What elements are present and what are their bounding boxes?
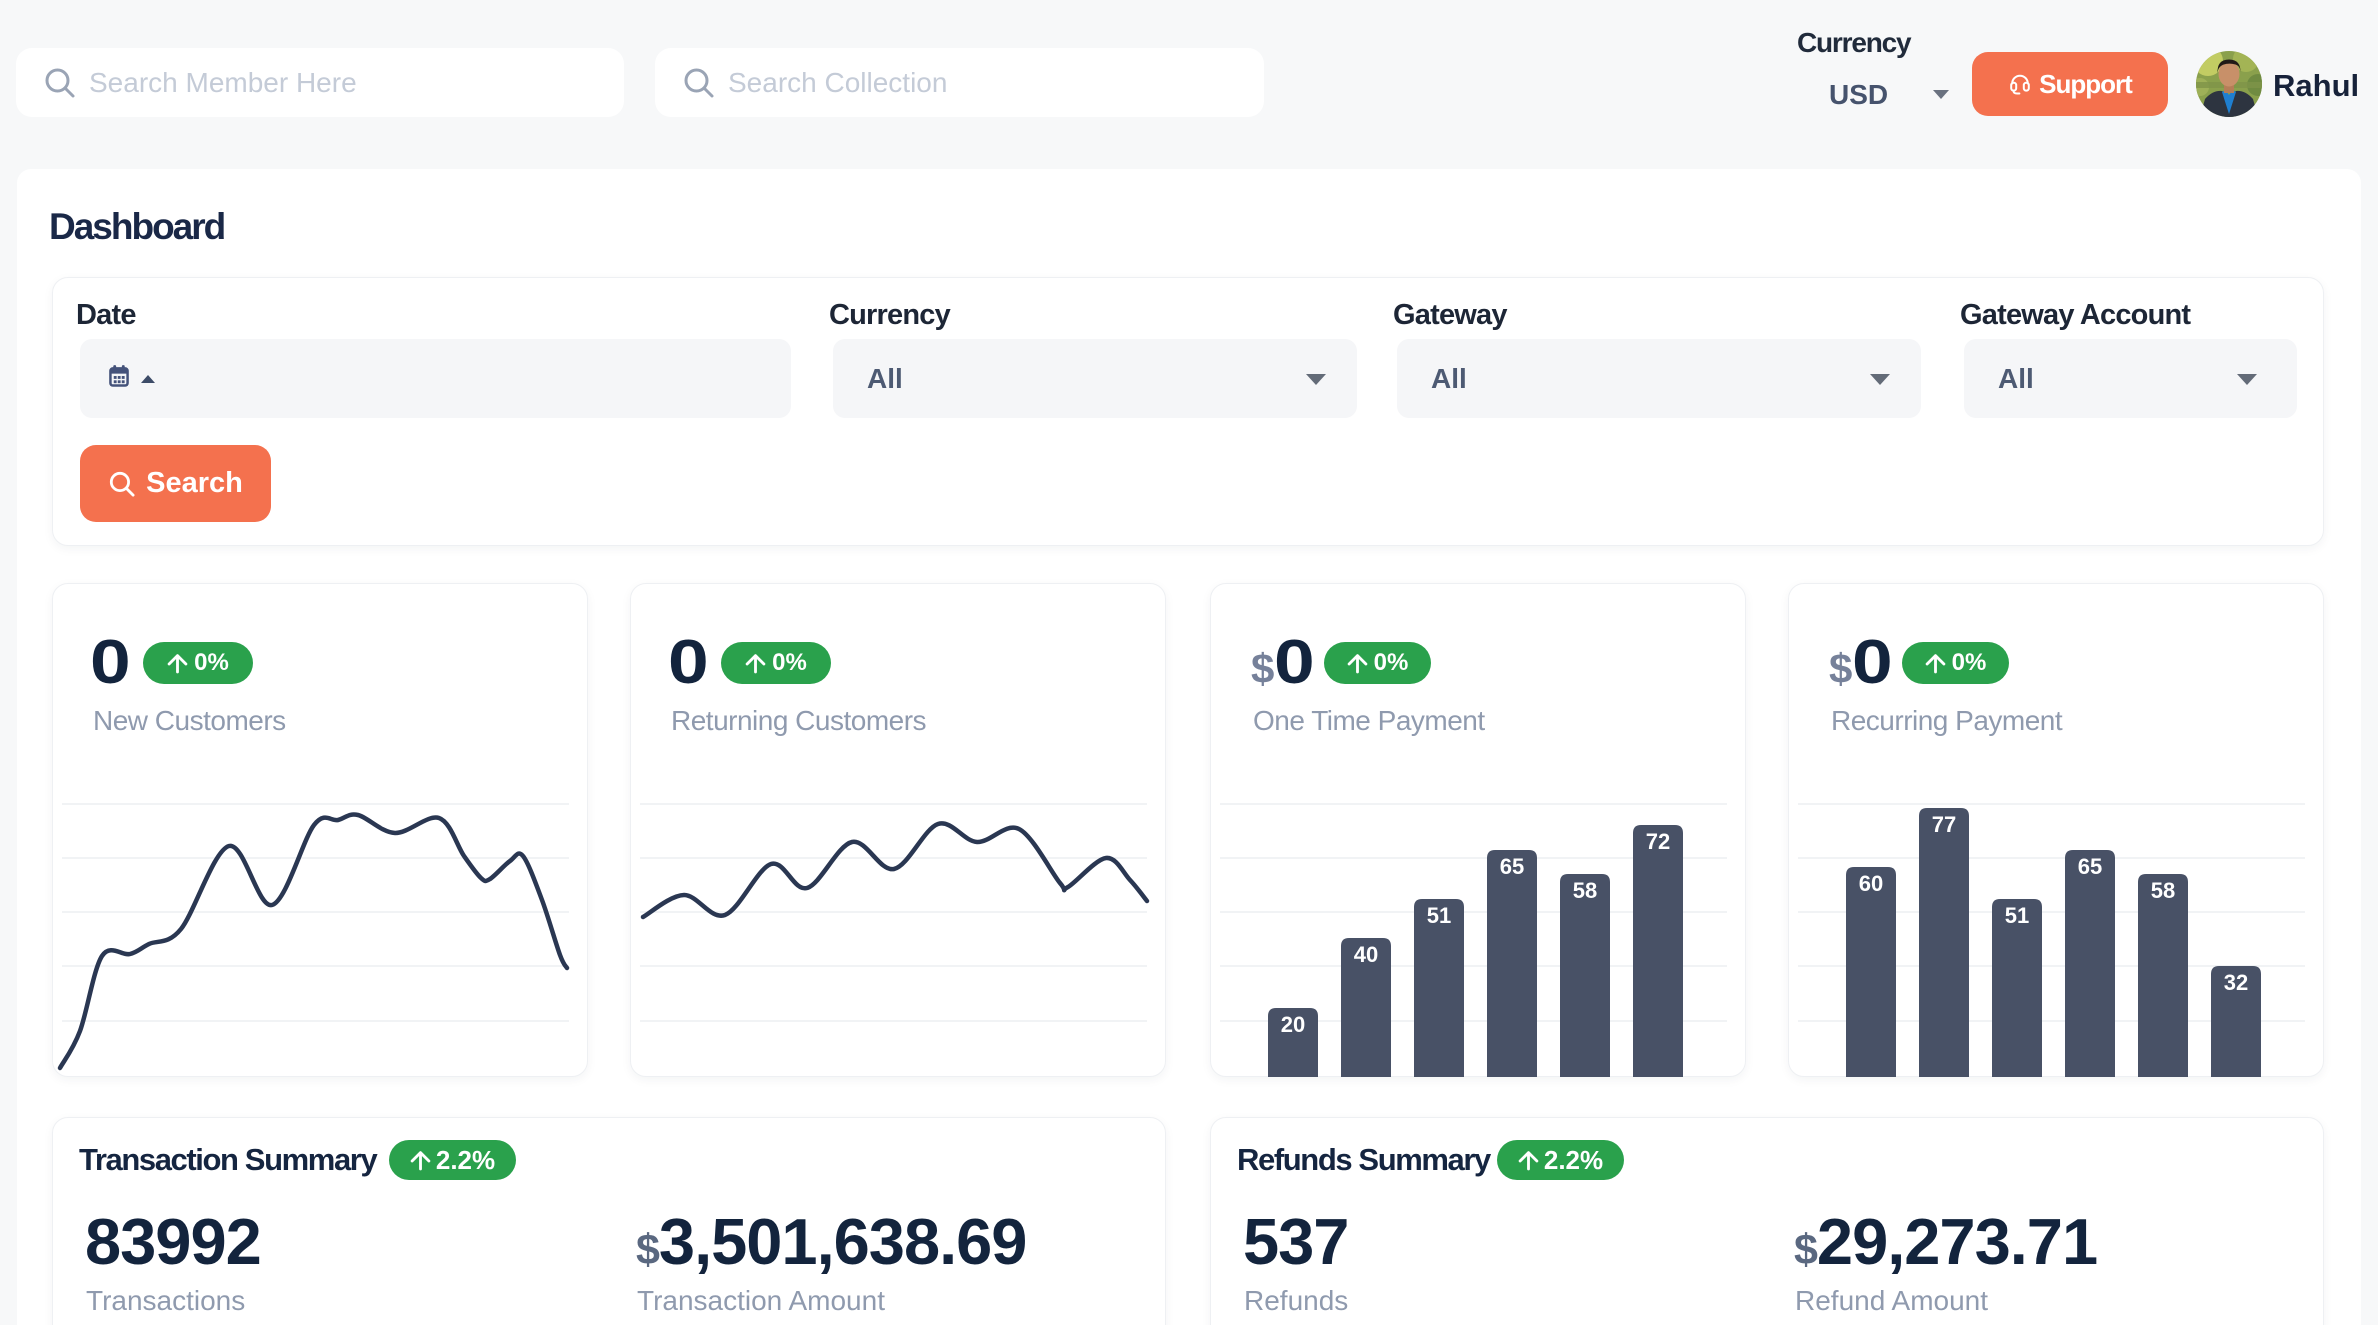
svg-text:58: 58 — [1573, 878, 1597, 903]
svg-text:51: 51 — [1427, 903, 1451, 928]
svg-text:20: 20 — [1281, 1012, 1305, 1037]
svg-text:40: 40 — [1354, 942, 1378, 967]
svg-text:77: 77 — [1932, 812, 1956, 837]
svg-text:60: 60 — [1859, 871, 1883, 896]
svg-text:65: 65 — [2078, 854, 2102, 879]
svg-text:72: 72 — [1646, 829, 1670, 854]
svg-text:32: 32 — [2224, 970, 2248, 995]
svg-text:51: 51 — [2005, 903, 2029, 928]
svg-text:65: 65 — [1500, 854, 1524, 879]
svg-text:58: 58 — [2151, 878, 2175, 903]
